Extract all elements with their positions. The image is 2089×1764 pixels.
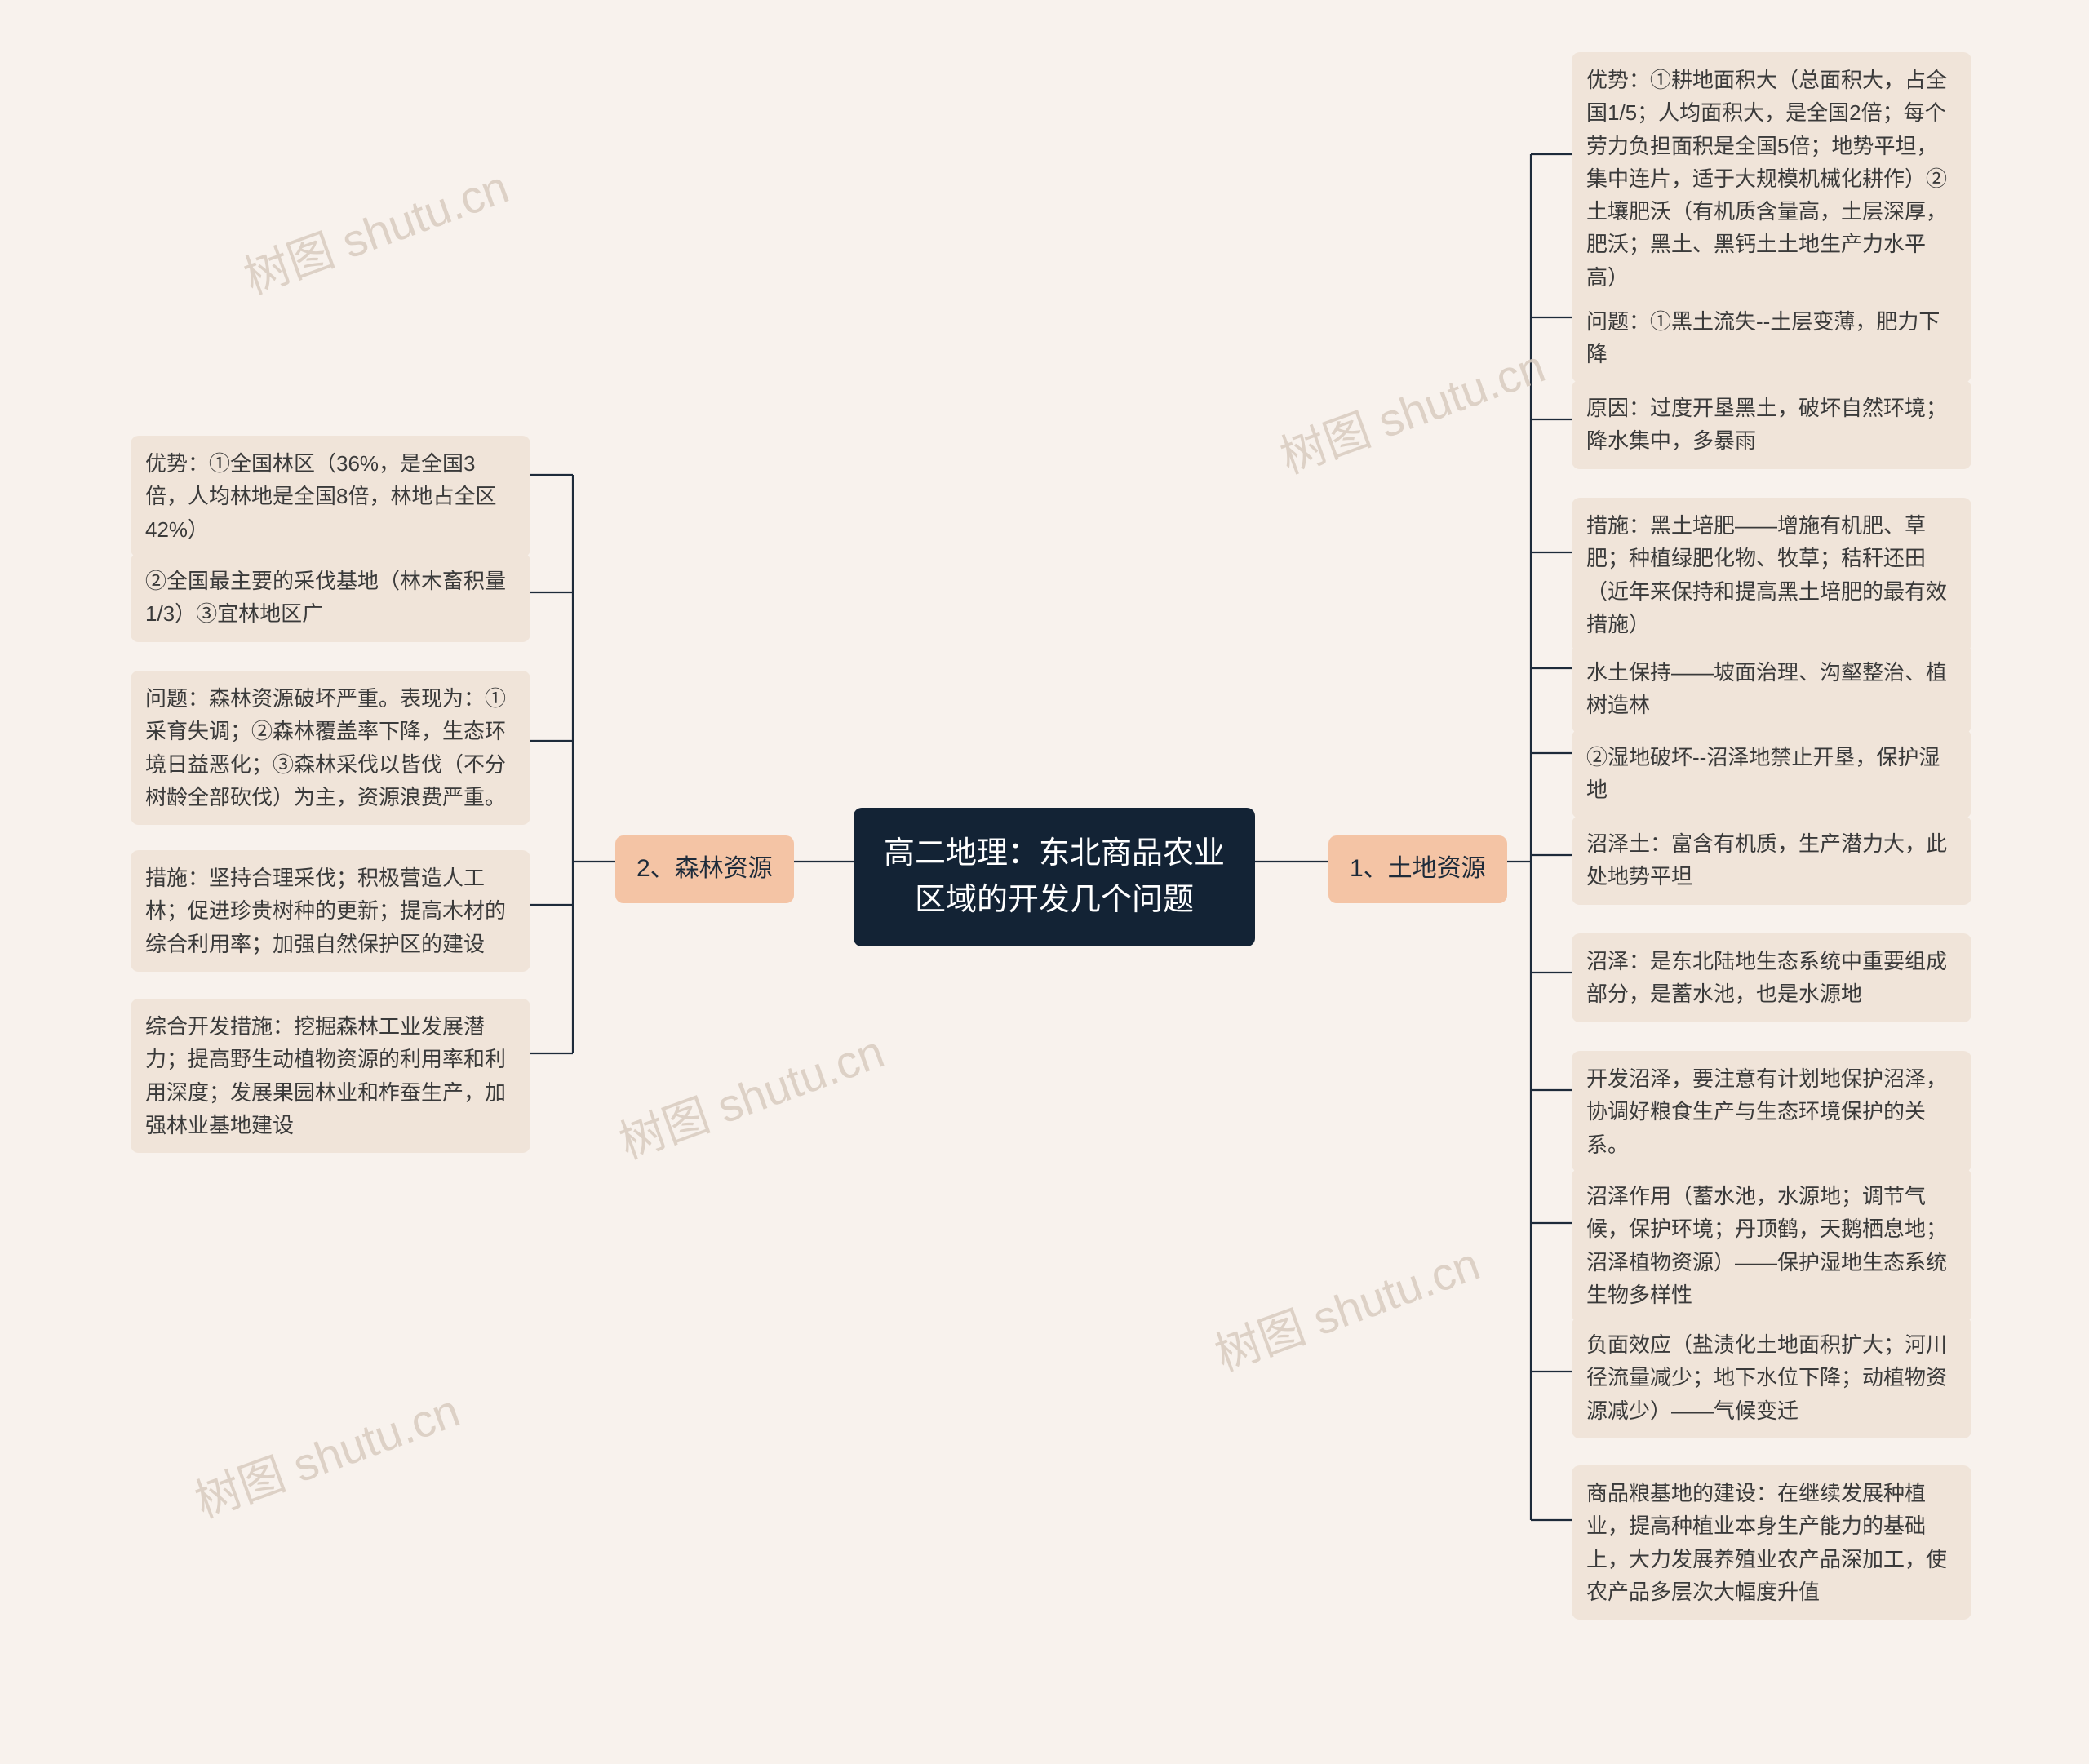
leaf-right-1: 问题：①黑土流失--土层变薄，肥力下降 <box>1572 294 1971 383</box>
watermark-2: 树图 shutu.cn <box>609 1015 892 1172</box>
leaf-left-4: 综合开发措施：挖掘森林工业发展潜力；提高野生动植物资源的利用率和利用深度；发展果… <box>131 999 530 1153</box>
leaf-right-6: 沼泽土：富含有机质，生产潜力大，此处地势平坦 <box>1572 816 1971 905</box>
leaf-right-7: 沼泽：是东北陆地生态系统中重要组成部分，是蓄水池，也是水源地 <box>1572 933 1971 1022</box>
leaf-right-0: 优势：①耕地面积大（总面积大，占全国1/5；人均面积大，是全国2倍；每个劳力负担… <box>1572 52 1971 305</box>
leaf-left-2: 问题：森林资源破坏严重。表现为：①采育失调；②森林覆盖率下降，生态环境日益恶化；… <box>131 671 530 825</box>
leaf-right-8: 开发沼泽，要注意有计划地保护沼泽，协调好粮食生产与生态环境保护的关系。 <box>1572 1051 1971 1172</box>
center-line2: 区域的开发几个问题 <box>915 883 1194 917</box>
center-line1: 高二地理：东北商品农业 <box>884 836 1225 871</box>
watermark-3: 树图 shutu.cn <box>1204 1227 1488 1384</box>
leaf-left-0: 优势：①全国林区（36%，是全国3倍，人均林地是全国8倍，林地占全区42%） <box>131 436 530 557</box>
leaf-right-4: 水土保持——坡面治理、沟壑整治、植树造林 <box>1572 645 1971 734</box>
branch-left-label: 2、森林资源 <box>636 855 773 882</box>
leaf-left-3: 措施：坚持合理采伐；积极营造人工林；促进珍贵树种的更新；提高木材的综合利用率；加… <box>131 850 530 972</box>
leaf-right-10: 负面效应（盐渍化土地面积扩大；河川径流量减少；地下水位下降；动植物资源减少）——… <box>1572 1317 1971 1438</box>
watermark-1: 树图 shutu.cn <box>1270 330 1553 486</box>
leaf-right-9: 沼泽作用（蓄水池，水源地；调节气候，保护环境；丹顶鹤，天鹅栖息地；沼泽植物资源）… <box>1572 1168 1971 1323</box>
leaf-left-1: ②全国最主要的采伐基地（林木畜积量1/3）③宜林地区广 <box>131 553 530 642</box>
branch-right-label: 1、土地资源 <box>1350 855 1486 882</box>
branch-left: 2、森林资源 <box>615 835 794 903</box>
watermark-4: 树图 shutu.cn <box>184 1374 468 1531</box>
leaf-right-2: 原因：过度开垦黑土，破坏自然环境；降水集中，多暴雨 <box>1572 380 1971 469</box>
branch-right: 1、土地资源 <box>1328 835 1507 903</box>
watermark-0: 树图 shutu.cn <box>233 150 517 307</box>
leaf-right-11: 商品粮基地的建设：在继续发展种植业，提高种植业本身生产能力的基础上，大力发展养殖… <box>1572 1465 1971 1620</box>
leaf-right-5: ②湿地破坏--沼泽地禁止开垦，保护湿地 <box>1572 729 1971 818</box>
leaf-right-3: 措施：黑土培肥——增施有机肥、草肥；种植绿肥化物、牧草；秸秆还田（近年来保持和提… <box>1572 498 1971 652</box>
center-node: 高二地理：东北商品农业 区域的开发几个问题 <box>854 808 1255 946</box>
